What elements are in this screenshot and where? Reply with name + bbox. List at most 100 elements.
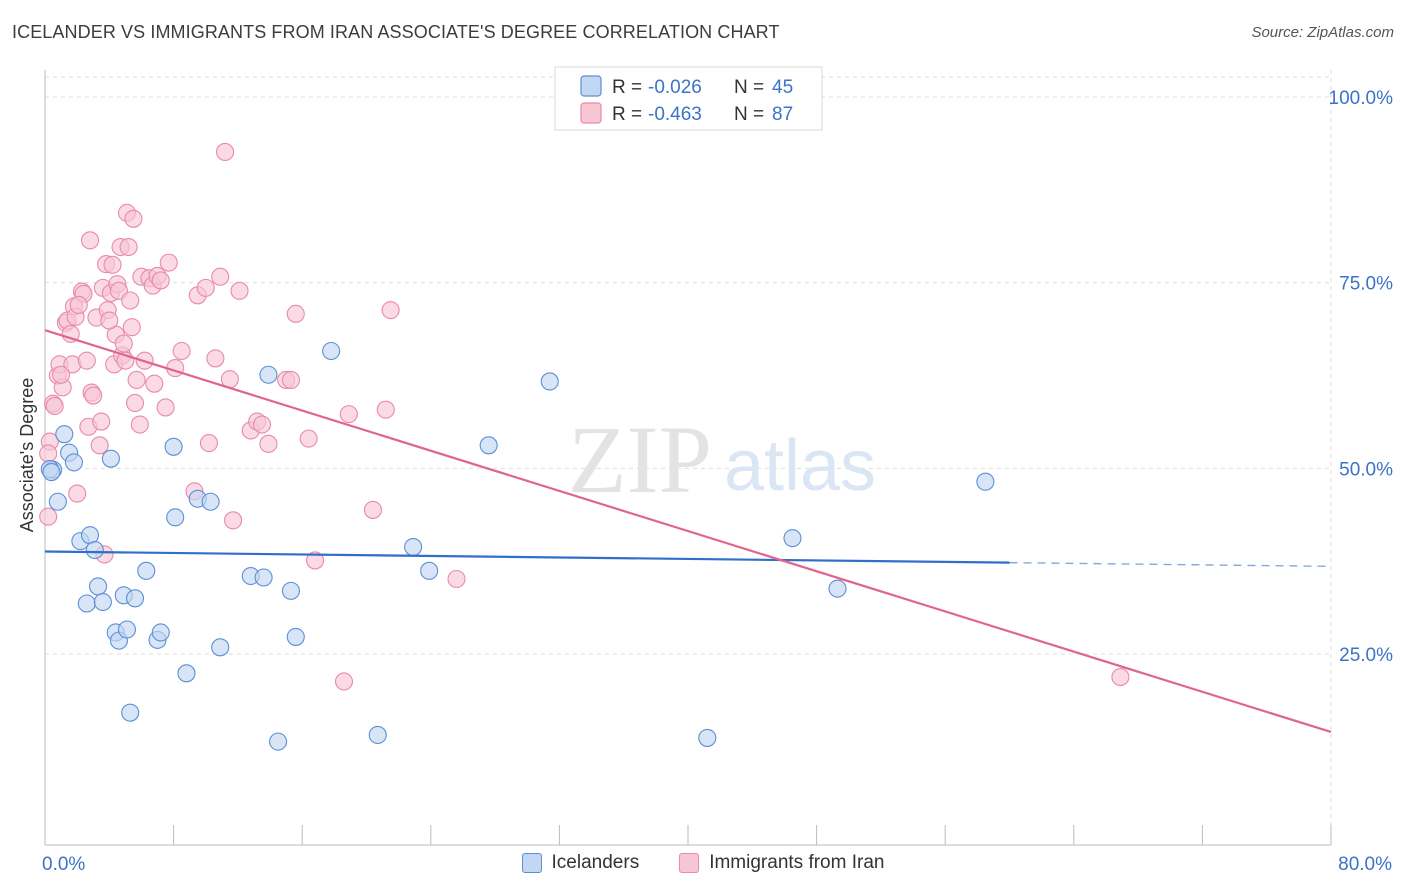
iran-point [90, 436, 109, 455]
iran-point [92, 412, 111, 431]
legend-item-icelanders: Icelanders [521, 852, 640, 874]
iran-point [84, 386, 103, 405]
iran-point [206, 349, 225, 368]
icelander-point [177, 664, 196, 683]
x-tick-label-max: 80.0% [1338, 854, 1392, 875]
icelander-point [540, 372, 559, 391]
icelander-point [976, 472, 995, 491]
legend-n-label-1: N = [734, 104, 764, 125]
icelander-point [93, 592, 112, 612]
iran-point [376, 400, 395, 419]
y-tick-label-3: 100.0% [1329, 88, 1394, 109]
icelander-point [151, 623, 170, 642]
iran-point [100, 311, 119, 330]
icelander-point [368, 725, 387, 745]
legend-bottom-swatch-icelanders [521, 853, 542, 873]
icelander-point [404, 538, 423, 557]
icelander-point [201, 492, 220, 511]
legend-item-iran: Immigrants from Iran [679, 852, 884, 874]
y-tick-label-0: 25.0% [1339, 645, 1393, 666]
legend-r-label-1: R = [612, 104, 642, 125]
iran-point [114, 334, 133, 353]
icelander-point [77, 594, 96, 613]
chart-source: Source: ZipAtlas.com [1251, 24, 1394, 41]
points-layer [39, 142, 1130, 751]
iran-point [151, 271, 170, 290]
iran-point [52, 365, 71, 384]
iran-point [286, 304, 305, 323]
icelander-point [259, 365, 278, 384]
iran-point [125, 393, 145, 413]
iran-point [80, 231, 100, 250]
iran-point [124, 209, 143, 228]
iran-point [77, 351, 96, 370]
legend-r-value-0: -0.026 [648, 77, 702, 98]
icelander-point [55, 425, 74, 444]
icelander-point [125, 589, 145, 608]
icelander-point [322, 341, 341, 361]
icelander-point [420, 561, 439, 580]
iran-point [196, 278, 215, 297]
legend-r-value-1: -0.463 [648, 104, 702, 125]
iran-point [39, 444, 58, 463]
icelander-point [166, 508, 185, 527]
icelander-point [64, 453, 83, 472]
legend-swatch-iran [580, 102, 602, 124]
legend-bottom: Icelanders Immigrants from Iran [0, 852, 1406, 874]
iran-point [447, 569, 466, 589]
iran-point [381, 301, 400, 320]
icelander-point [783, 529, 802, 548]
watermark: ZIP atlas [568, 406, 876, 513]
iran-point [145, 374, 164, 393]
icelander-point [281, 581, 300, 600]
iran-point [211, 267, 230, 286]
iran-point [306, 551, 325, 570]
iran-point [224, 511, 243, 530]
legend-swatch-icelanders [580, 75, 602, 97]
iran-point [230, 281, 249, 300]
icelanders-trend-line-extension [1009, 561, 1332, 568]
icelander-point [479, 436, 498, 455]
iran-point [1111, 667, 1130, 687]
iran-point [199, 434, 219, 453]
iran-point [252, 415, 272, 434]
legend-n-value-0: 45 [772, 77, 793, 98]
iran-point [172, 341, 191, 361]
icelander-point [269, 732, 288, 751]
axis-layer: 25.0% 50.0% 75.0% 100.0% [44, 70, 1394, 846]
icelander-point [254, 568, 273, 587]
iran-point [130, 415, 149, 434]
iran-point [159, 253, 178, 272]
icelanders-trend-line [44, 550, 1010, 564]
icelander-point [121, 703, 140, 722]
iran-trend-line [44, 329, 1332, 734]
iran-point [122, 318, 141, 337]
iran-point [339, 405, 358, 424]
trend-layer [44, 329, 1332, 734]
legend-n-value-1: 87 [772, 104, 793, 125]
watermark-zip: ZIP [568, 406, 712, 513]
iran-point [119, 237, 138, 257]
icelander-point [286, 627, 305, 646]
y-tick-label-1: 50.0% [1339, 459, 1393, 480]
legend-bottom-swatch-iran [679, 853, 700, 873]
icelander-point [164, 437, 183, 456]
icelander-point [698, 728, 717, 747]
iran-point [127, 370, 146, 390]
legend-top: R = -0.026 N = 45 R = -0.463 N = 87 [554, 66, 823, 131]
legend-bottom-label-iran: Immigrants from Iran [709, 852, 885, 873]
iran-point [281, 370, 300, 390]
icelander-point [85, 540, 104, 560]
icelander-point [828, 579, 847, 598]
legend-bottom-label-icelanders: Icelanders [551, 852, 640, 873]
iran-point [121, 291, 140, 310]
icelander-point [137, 561, 156, 580]
iran-point [68, 484, 87, 503]
x-tick-label-min: 0.0% [42, 854, 85, 875]
icelander-point [88, 577, 108, 596]
iran-point [69, 295, 88, 314]
y-axis-label: Associate's Degree [17, 378, 37, 533]
iran-point [259, 434, 278, 453]
iran-point [45, 396, 64, 415]
